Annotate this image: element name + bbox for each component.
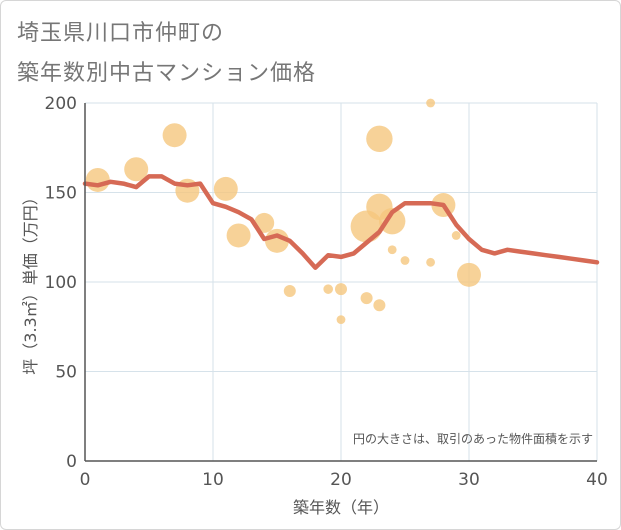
- data-bubble: [124, 157, 149, 182]
- y-tick-label: 200: [45, 94, 77, 114]
- data-bubble: [379, 207, 406, 235]
- x-tick-label: 40: [586, 470, 608, 490]
- data-bubble: [360, 292, 373, 305]
- data-bubble: [85, 167, 110, 192]
- y-tick-label: 100: [45, 273, 77, 293]
- data-bubble: [213, 176, 238, 201]
- x-tick-label: 0: [80, 470, 91, 490]
- data-bubble: [373, 299, 386, 312]
- data-bubble: [336, 315, 346, 324]
- data-bubble: [162, 123, 187, 148]
- trend-line: [82, 174, 600, 270]
- data-bubble: [366, 125, 393, 152]
- data-bubble: [426, 257, 435, 267]
- x-tick-label: 20: [330, 470, 352, 490]
- data-bubble: [283, 284, 296, 297]
- y-axis-label: 坪（3.3㎡）単価（万円）: [21, 189, 40, 374]
- y-tick-label: 50: [55, 363, 77, 383]
- chart-title-line2: 築年数別中古マンション価格: [17, 61, 317, 86]
- x-axis-label: 築年数（年）: [293, 498, 389, 517]
- y-tick-label: 150: [45, 184, 77, 204]
- data-bubble: [323, 284, 334, 294]
- bubble-size-note: 円の大きさは、取引のあった物件面積を示す: [353, 431, 593, 446]
- data-bubble: [451, 231, 461, 240]
- data-bubble: [335, 283, 347, 296]
- x-tick-label: 30: [458, 470, 480, 490]
- data-bubble: [426, 98, 435, 108]
- data-bubble: [400, 256, 410, 265]
- y-tick-label: 0: [66, 452, 77, 472]
- data-bubble: [387, 245, 397, 255]
- chart-title-line1: 埼玉県川口市仲町の: [17, 21, 225, 46]
- data-bubble: [226, 223, 251, 248]
- x-tick-label: 10: [202, 470, 224, 490]
- data-bubble: [457, 262, 481, 287]
